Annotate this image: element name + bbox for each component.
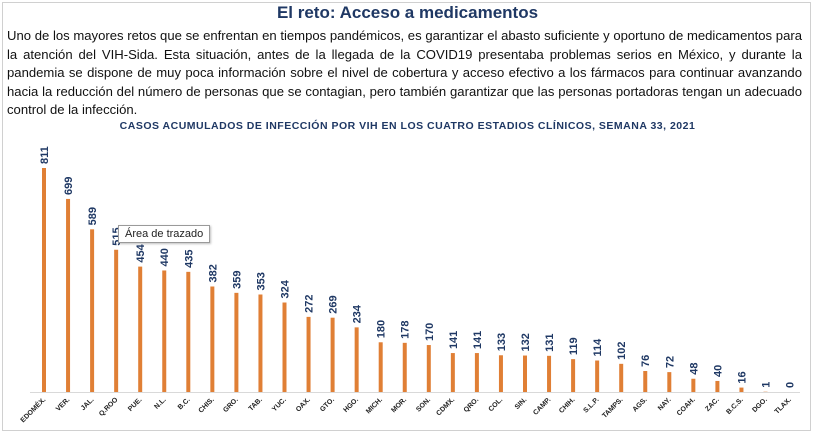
bar-5[interactable] xyxy=(138,266,143,392)
category-label-15: MICH. xyxy=(365,396,384,415)
category-label-1: EDOMÉX. xyxy=(18,395,47,424)
bar-9[interactable] xyxy=(234,292,239,392)
bar-24[interactable] xyxy=(595,360,600,392)
bar-11[interactable] xyxy=(282,302,287,392)
value-label-27: 72 xyxy=(664,356,676,368)
category-label-26: AGS. xyxy=(632,396,649,413)
value-label-22: 131 xyxy=(544,333,556,351)
body-paragraph: Uno de los mayores retos que se enfrenta… xyxy=(7,28,802,118)
category-label-31: DGO. xyxy=(751,396,769,414)
slide-frame xyxy=(2,2,811,431)
category-label-29: ZAC. xyxy=(704,396,721,413)
category-label-32: TLAX. xyxy=(774,396,793,415)
category-label-24: S.L.P. xyxy=(582,396,600,414)
category-label-7: B.C. xyxy=(177,396,192,411)
bar-21[interactable] xyxy=(523,355,527,392)
bar-15[interactable] xyxy=(378,342,383,392)
value-label-23: 119 xyxy=(568,337,580,355)
bar-30[interactable] xyxy=(739,387,744,392)
value-label-20: 133 xyxy=(496,333,508,351)
bar-12[interactable] xyxy=(306,316,311,392)
value-label-2: 699 xyxy=(63,177,75,195)
bar-20[interactable] xyxy=(498,355,503,392)
category-label-28: COAH. xyxy=(676,396,697,417)
category-label-6: N.L. xyxy=(153,396,167,410)
value-label-16: 178 xyxy=(400,320,412,338)
bar-3[interactable] xyxy=(90,229,95,392)
value-label-26: 76 xyxy=(640,355,652,367)
bar-4[interactable] xyxy=(114,249,119,392)
value-label-9: 359 xyxy=(231,270,243,288)
category-label-9: GRO. xyxy=(222,396,240,414)
category-label-10: TAB. xyxy=(248,396,264,412)
bar-27[interactable] xyxy=(667,372,672,392)
category-label-17: SON. xyxy=(415,396,432,413)
value-label-13: 269 xyxy=(328,295,340,313)
category-label-22: CAMP. xyxy=(532,396,552,416)
value-label-1: 811 xyxy=(39,146,51,164)
bar-8[interactable] xyxy=(210,286,215,392)
plot-area-tooltip: Área de trazado xyxy=(118,225,211,243)
value-label-12: 272 xyxy=(304,295,316,313)
category-label-4: Q.ROO xyxy=(98,396,120,418)
value-label-29: 40 xyxy=(712,365,724,377)
bar-17[interactable] xyxy=(426,345,431,392)
category-label-13: GTO. xyxy=(319,396,336,413)
bar-6[interactable] xyxy=(162,270,167,392)
chart-title: CASOS ACUMULADOS DE INFECCIÓN POR VIH EN… xyxy=(119,120,696,132)
category-label-18: CDMX. xyxy=(435,396,456,417)
category-label-27: NAY. xyxy=(657,396,673,412)
bar-2[interactable] xyxy=(66,198,71,392)
value-label-5: 454 xyxy=(135,243,147,262)
bar-23[interactable] xyxy=(571,359,576,392)
value-label-17: 170 xyxy=(424,323,436,341)
bar-29[interactable] xyxy=(715,380,720,392)
value-label-30: 16 xyxy=(736,371,748,383)
bar-1[interactable] xyxy=(42,168,46,392)
category-label-5: PUE. xyxy=(127,396,144,413)
category-label-14: HGO. xyxy=(342,396,360,414)
bar-14[interactable] xyxy=(354,327,359,392)
category-label-21: SIN. xyxy=(514,396,529,411)
category-label-16: MOR. xyxy=(390,396,408,414)
value-label-7: 435 xyxy=(183,249,195,267)
bar-19[interactable] xyxy=(474,353,479,392)
value-label-8: 382 xyxy=(207,264,219,282)
value-label-21: 132 xyxy=(520,333,532,351)
category-label-8: CHIS. xyxy=(198,396,216,414)
bar-26[interactable] xyxy=(643,371,648,392)
value-label-31: 1 xyxy=(761,382,773,388)
bar-7[interactable] xyxy=(186,271,191,392)
bar-18[interactable] xyxy=(450,353,455,392)
category-label-11: YUC. xyxy=(271,396,288,413)
category-label-25: TAMPS. xyxy=(601,396,624,419)
value-label-6: 440 xyxy=(159,248,171,266)
category-label-20: COL. xyxy=(488,396,505,413)
value-label-14: 234 xyxy=(352,304,364,323)
bar-28[interactable] xyxy=(691,378,696,392)
value-label-24: 114 xyxy=(592,338,604,357)
category-label-23: CHIH. xyxy=(558,396,576,414)
value-label-3: 589 xyxy=(87,207,99,225)
bar-25[interactable] xyxy=(619,363,624,392)
bar-13[interactable] xyxy=(330,317,335,392)
value-label-28: 48 xyxy=(688,362,700,374)
page-title: El reto: Acceso a medicamentos xyxy=(276,3,539,22)
category-label-19: QRO. xyxy=(463,396,481,414)
category-label-12: OAX. xyxy=(295,396,312,413)
value-label-32: 0 xyxy=(785,382,797,388)
category-label-30: B.C.S. xyxy=(725,396,745,416)
bar-10[interactable] xyxy=(258,294,263,392)
value-label-18: 141 xyxy=(448,331,460,349)
category-label-3: JAL. xyxy=(80,396,96,412)
bar-22[interactable] xyxy=(547,355,552,392)
value-label-15: 180 xyxy=(376,320,388,338)
value-label-11: 324 xyxy=(280,279,292,298)
category-label-2: VER. xyxy=(55,396,72,413)
value-label-10: 353 xyxy=(255,272,267,290)
value-label-25: 102 xyxy=(616,341,628,359)
bar-16[interactable] xyxy=(402,342,407,392)
value-label-19: 141 xyxy=(472,331,484,349)
